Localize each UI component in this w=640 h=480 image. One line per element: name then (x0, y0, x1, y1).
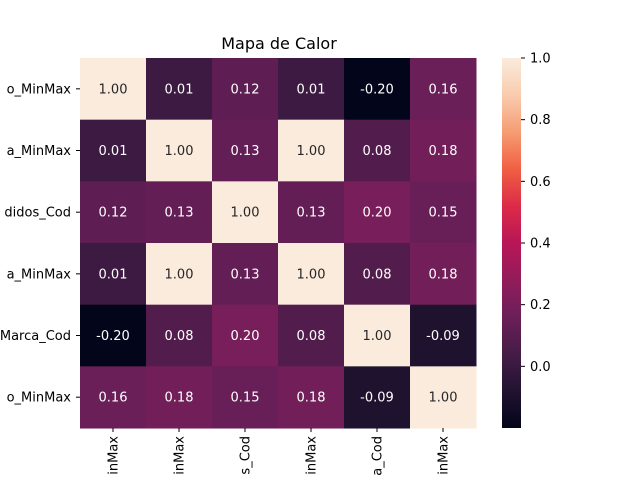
heatmap-cell (146, 366, 213, 429)
heatmap-cell (278, 304, 345, 367)
heatmap-cell (212, 243, 279, 306)
cell-value-label: -0.09 (426, 329, 460, 344)
cell-value-label: 1.00 (99, 82, 128, 97)
heatmap-cell (146, 119, 213, 182)
cell-value-label: 0.12 (231, 82, 260, 97)
heatmap-cell (278, 58, 345, 121)
cell-value-label: 0.18 (429, 144, 458, 159)
cell-value-label: 0.16 (429, 82, 458, 97)
heatmap-cell (344, 181, 411, 244)
heatmap-cell (278, 119, 345, 182)
heatmap-cell (212, 304, 279, 367)
cell-value-label: -0.20 (360, 82, 394, 97)
heatmap-cell (344, 243, 411, 306)
colorbar-tick-label: 1.0 (530, 52, 551, 67)
x-tick-label: s_Cod (239, 436, 254, 475)
y-tick-label: o_MinMax (7, 82, 72, 97)
heatmap-cell (278, 366, 345, 429)
x-tick-labels: inMax inMax s_Cod inMax a_Cod inMax (107, 428, 452, 476)
y-tick-label: Marca_Cod (0, 329, 71, 344)
cell-value-label: 1.00 (165, 267, 194, 282)
cell-value-label: 0.18 (429, 267, 458, 282)
cell-value-label: 0.08 (297, 329, 326, 344)
cell-value-label: 1.00 (429, 391, 458, 406)
heatmap-cell (80, 181, 147, 244)
heatmap-cell (146, 181, 213, 244)
cell-value-label: -0.09 (360, 391, 394, 406)
cell-value-label: 0.08 (363, 144, 392, 159)
colorbar-tick-label: 0.2 (530, 298, 551, 313)
cell-value-label: 0.13 (231, 267, 260, 282)
cell-value-label: -0.20 (96, 329, 130, 344)
cell-value-label: 0.08 (165, 329, 194, 344)
cell-value-label: 1.00 (297, 144, 326, 159)
heatmap-cell (278, 243, 345, 306)
heatmap-cell (410, 304, 477, 367)
heatmap-cell (80, 366, 147, 429)
y-tick-label: a_MinMax (7, 144, 72, 159)
cell-value-label: 0.12 (99, 206, 128, 221)
y-tick-label: didos_Cod (4, 206, 71, 221)
heatmap-cell (80, 58, 147, 121)
heatmap-cell (80, 243, 147, 306)
cell-value-label: 0.13 (297, 206, 326, 221)
colorbar: 0.0 0.2 0.4 0.6 0.8 1.0 (502, 52, 551, 428)
cell-value-label: 0.01 (297, 82, 326, 97)
cell-value-label: 0.08 (363, 267, 392, 282)
cell-value-label: 0.15 (429, 206, 458, 221)
heatmap-cell (278, 181, 345, 244)
colorbar-tick-label: 0.0 (530, 360, 551, 375)
y-tick-labels: o_MinMax a_MinMax didos_Cod a_MinMax Marca_C… (0, 82, 80, 406)
heatmap-cell (212, 366, 279, 429)
chart-title: Mapa de Calor (221, 34, 337, 53)
cell-value-label: 0.18 (297, 391, 326, 406)
heatmap-cell (146, 243, 213, 306)
y-tick-label: o_MinMax (7, 391, 72, 406)
heatmap-cell (410, 119, 477, 182)
cell-value-label: 0.01 (99, 267, 128, 282)
heatmap-cell (212, 58, 279, 121)
cell-value-label: 0.18 (165, 391, 194, 406)
heatmap-cell (410, 58, 477, 121)
colorbar-tick-label: 0.4 (530, 237, 551, 252)
heatmap-cell (212, 181, 279, 244)
x-tick-label: a_Cod (371, 436, 386, 476)
cell-value-label: 1.00 (231, 206, 260, 221)
cell-value-label: 0.01 (165, 82, 194, 97)
x-tick-label: inMax (437, 436, 452, 475)
heatmap-cell (344, 58, 411, 121)
cell-value-label: 0.13 (231, 144, 260, 159)
cell-value-label: 0.13 (165, 206, 194, 221)
colorbar-gradient (502, 58, 521, 428)
heatmap-cell (410, 366, 477, 429)
heatmap-cell (344, 119, 411, 182)
cell-value-label: 0.20 (363, 206, 392, 221)
cell-value-label: 1.00 (297, 267, 326, 282)
cell-value-label: 0.01 (99, 144, 128, 159)
cell-value-label: 0.20 (231, 329, 260, 344)
heatmap-cell (80, 119, 147, 182)
heatmap-cell (146, 304, 213, 367)
x-tick-label: inMax (305, 436, 320, 475)
x-tick-label: inMax (173, 436, 188, 475)
heatmap-cell (212, 119, 279, 182)
heatmap-cell (80, 304, 147, 367)
heatmap-cell (410, 181, 477, 244)
cell-value-label: 1.00 (165, 144, 194, 159)
heatmap-cell (344, 304, 411, 367)
colorbar-tick-label: 0.8 (530, 113, 551, 128)
x-tick-label: inMax (107, 436, 122, 475)
heatmap-cells: 1.00 0.01 0.12 0.01 -0.20 0.16 0.01 1.00 0.13 1.0… (80, 58, 477, 429)
y-tick-label: a_MinMax (7, 267, 72, 282)
colorbar-tick-label: 0.6 (530, 175, 551, 190)
heatmap-cell (344, 366, 411, 429)
heatmap-cell (146, 58, 213, 121)
cell-value-label: 0.16 (99, 391, 128, 406)
cell-value-label: 1.00 (363, 329, 392, 344)
heatmap-cell (410, 243, 477, 306)
cell-value-label: 0.15 (231, 391, 260, 406)
